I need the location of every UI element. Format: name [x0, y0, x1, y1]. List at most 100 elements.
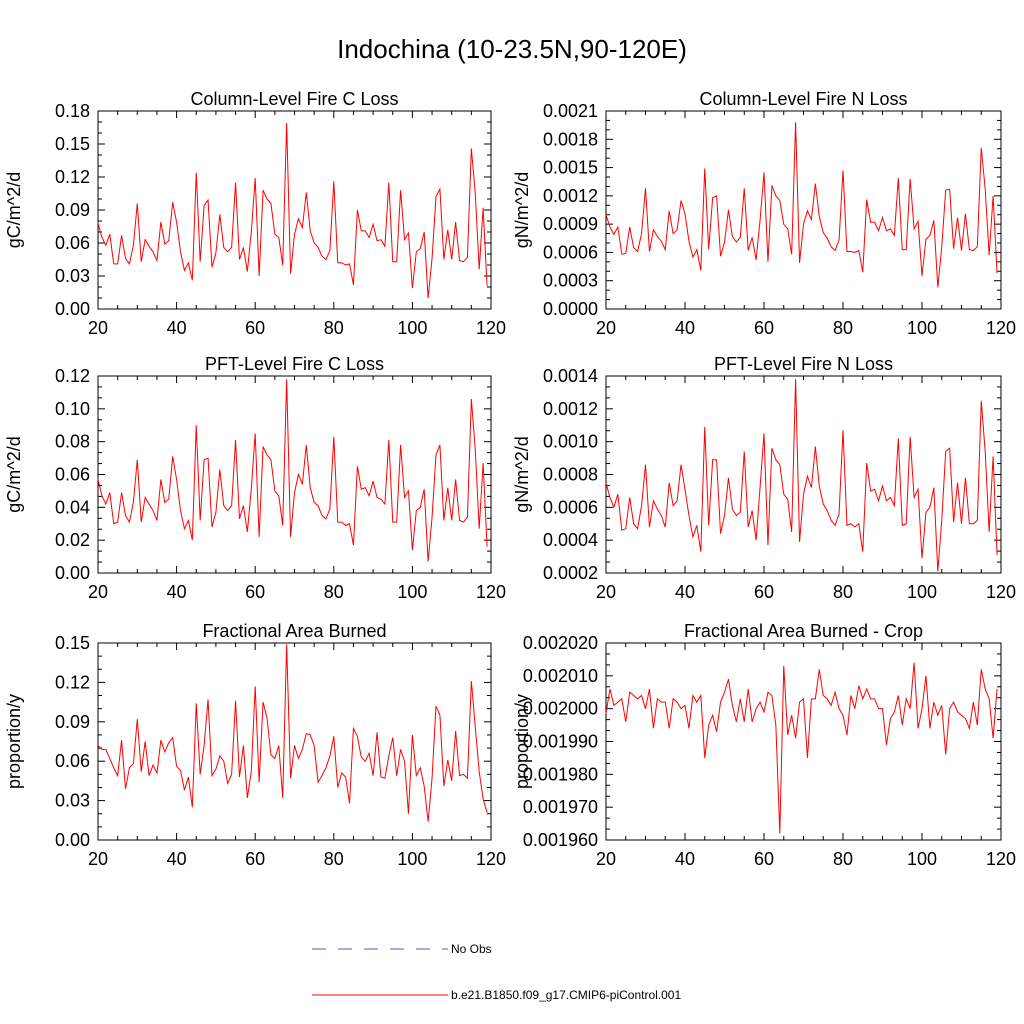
x-tick-label: 20 — [88, 849, 108, 869]
series-line — [605, 379, 998, 572]
y-tick-label: 0.0000 — [543, 299, 598, 319]
x-tick-label: 40 — [167, 582, 187, 602]
series-line — [605, 122, 998, 288]
x-tick-label: 100 — [397, 849, 427, 869]
y-tick-label: 0.0003 — [543, 271, 598, 291]
x-tick-label: 80 — [324, 318, 344, 338]
y-axis-label: gC/m^2/d — [4, 172, 24, 248]
x-tick-label: 80 — [833, 318, 853, 338]
y-tick-label: 0.0009 — [543, 214, 598, 234]
y-tick-label: 0.002000 — [523, 699, 598, 719]
page-title: Indochina (10-23.5N,90-120E) — [337, 34, 687, 64]
y-tick-label: 0.09 — [55, 200, 90, 220]
y-tick-label: 0.00 — [55, 299, 90, 319]
y-tick-label: 0.0018 — [543, 129, 598, 149]
y-tick-label: 0.06 — [55, 465, 90, 485]
x-tick-label: 120 — [986, 318, 1016, 338]
y-tick-label: 0.002020 — [523, 633, 598, 653]
y-tick-label: 0.0008 — [543, 465, 598, 485]
x-tick-label: 20 — [596, 582, 616, 602]
y-tick-label: 0.12 — [55, 366, 90, 386]
legend-model-label: b.e21.B1850.f09_g17.CMIP6-piControl.001 — [451, 988, 682, 1002]
series-line — [605, 662, 998, 834]
x-tick-label: 120 — [986, 582, 1016, 602]
y-tick-label: 0.15 — [55, 134, 90, 154]
x-tick-label: 60 — [245, 318, 265, 338]
y-tick-label: 0.03 — [55, 791, 90, 811]
y-tick-label: 0.12 — [55, 672, 90, 692]
y-tick-label: 0.09 — [55, 712, 90, 732]
x-tick-label: 80 — [833, 582, 853, 602]
x-tick-label: 60 — [754, 318, 774, 338]
y-tick-label: 0.06 — [55, 233, 90, 253]
x-tick-label: 20 — [88, 318, 108, 338]
y-axis-label: gC/m^2/d — [4, 436, 24, 512]
x-tick-label: 40 — [675, 582, 695, 602]
plot-title: Fractional Area Burned — [202, 621, 386, 641]
y-tick-label: 0.0006 — [543, 497, 598, 517]
x-tick-label: 100 — [397, 582, 427, 602]
x-tick-label: 20 — [596, 849, 616, 869]
series-line — [97, 644, 488, 822]
x-tick-label: 80 — [324, 849, 344, 869]
y-tick-label: 0.0012 — [543, 399, 598, 419]
y-axis-label: proportion/y — [4, 694, 24, 789]
x-tick-label: 60 — [754, 582, 774, 602]
y-tick-label: 0.001960 — [523, 830, 598, 850]
x-tick-label: 100 — [907, 318, 937, 338]
y-tick-label: 0.06 — [55, 751, 90, 771]
y-tick-label: 0.0015 — [543, 158, 598, 178]
x-tick-label: 100 — [907, 849, 937, 869]
y-tick-label: 0.15 — [55, 633, 90, 653]
x-tick-label: 40 — [167, 318, 187, 338]
y-axis-label: gN/m^2/d — [512, 172, 532, 248]
y-axis-label: proportion/y — [512, 694, 532, 789]
y-tick-label: 0.12 — [55, 167, 90, 187]
y-tick-label: 0.001980 — [523, 764, 598, 784]
x-tick-label: 20 — [596, 318, 616, 338]
y-tick-label: 0.002010 — [523, 666, 598, 686]
x-tick-label: 100 — [397, 318, 427, 338]
y-tick-label: 0.001970 — [523, 797, 598, 817]
series-line — [97, 123, 488, 299]
y-tick-label: 0.10 — [55, 399, 90, 419]
y-tick-label: 0.0004 — [543, 530, 598, 550]
x-tick-label: 40 — [167, 849, 187, 869]
y-tick-label: 0.0012 — [543, 186, 598, 206]
x-tick-label: 40 — [675, 849, 695, 869]
y-tick-label: 0.0021 — [543, 101, 598, 121]
x-tick-label: 80 — [833, 849, 853, 869]
plot-title: Column-Level Fire C Loss — [190, 89, 398, 109]
y-tick-label: 0.04 — [55, 497, 90, 517]
y-tick-label: 0.001990 — [523, 732, 598, 752]
x-tick-label: 120 — [476, 849, 506, 869]
x-tick-label: 20 — [88, 582, 108, 602]
y-tick-label: 0.08 — [55, 432, 90, 452]
x-tick-label: 120 — [476, 318, 506, 338]
y-axis-label: gN/m^2/d — [512, 436, 532, 512]
x-tick-label: 60 — [245, 849, 265, 869]
x-tick-label: 80 — [324, 582, 344, 602]
x-tick-label: 60 — [245, 582, 265, 602]
y-tick-label: 0.03 — [55, 266, 90, 286]
plot-title: Fractional Area Burned - Crop — [684, 621, 923, 641]
y-tick-label: 0.18 — [55, 101, 90, 121]
series-line — [97, 379, 488, 562]
y-tick-label: 0.00 — [55, 563, 90, 583]
y-tick-label: 0.0010 — [543, 432, 598, 452]
y-tick-label: 0.0014 — [543, 366, 598, 386]
plot-title: PFT-Level Fire N Loss — [714, 354, 893, 374]
y-tick-label: 0.00 — [55, 830, 90, 850]
y-tick-label: 0.0006 — [543, 242, 598, 262]
y-tick-label: 0.0002 — [543, 563, 598, 583]
x-tick-label: 120 — [986, 849, 1016, 869]
x-tick-label: 100 — [907, 582, 937, 602]
x-tick-label: 40 — [675, 318, 695, 338]
plot-title: Column-Level Fire N Loss — [699, 89, 907, 109]
plot-title: PFT-Level Fire C Loss — [205, 354, 384, 374]
legend-obs-label: No Obs — [451, 942, 492, 956]
x-tick-label: 60 — [754, 849, 774, 869]
y-tick-label: 0.02 — [55, 530, 90, 550]
